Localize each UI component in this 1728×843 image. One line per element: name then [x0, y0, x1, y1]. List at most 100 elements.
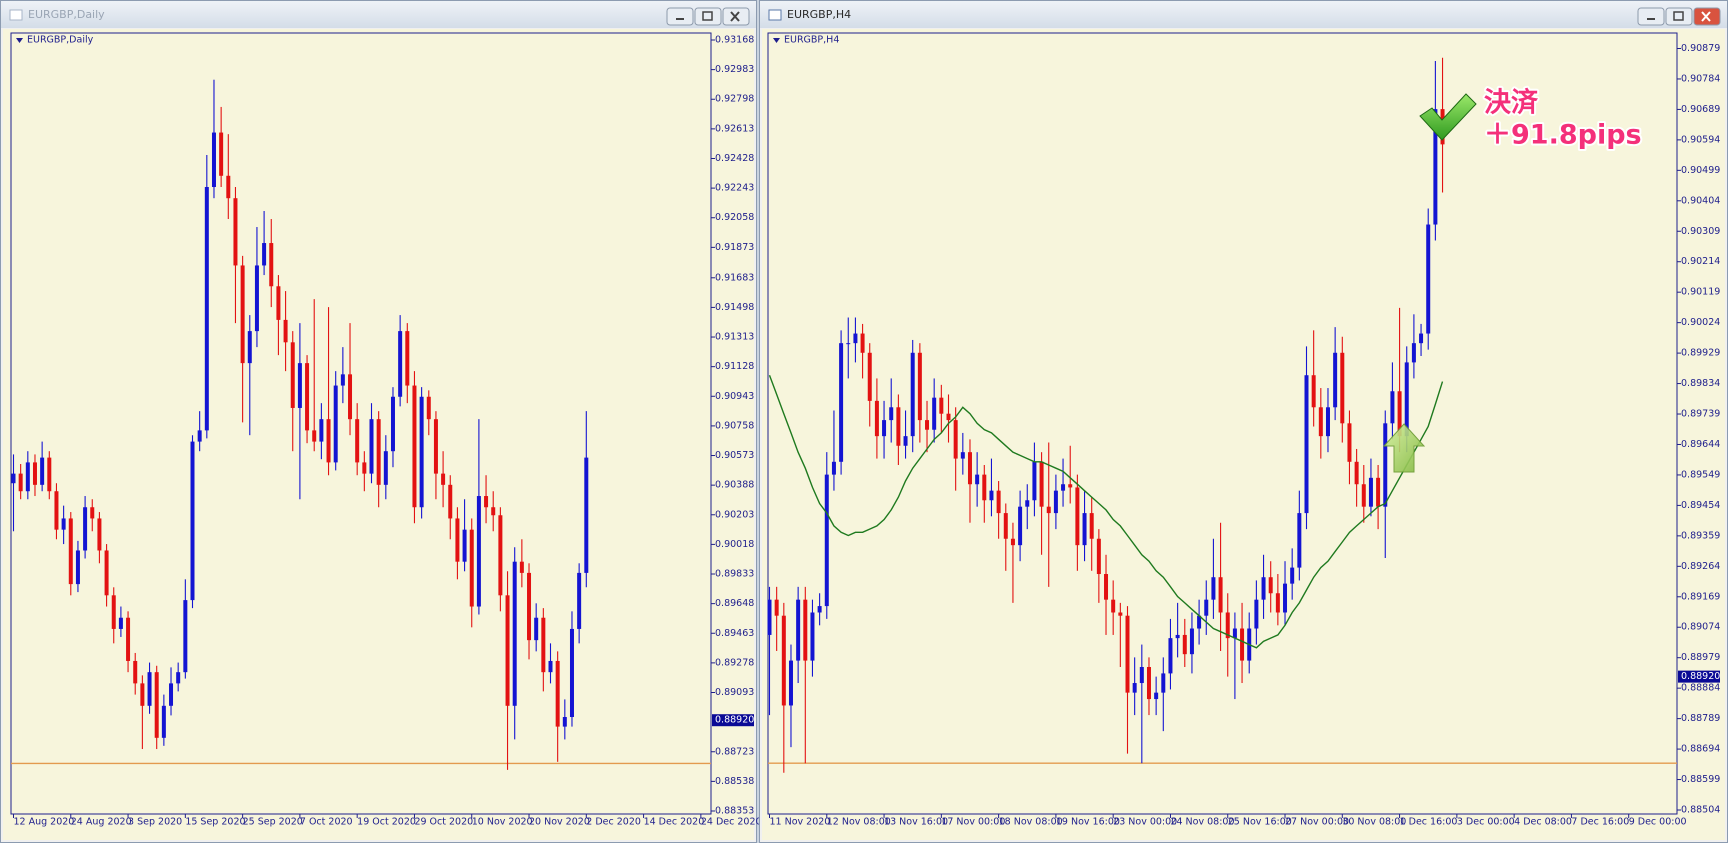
candle-body: [476, 496, 481, 607]
candle-body: [860, 333, 865, 353]
candle-body: [1318, 407, 1323, 437]
x-tick-label: 9 Dec 00:00: [1629, 817, 1687, 828]
minimize-button[interactable]: [1637, 7, 1665, 26]
y-tick-label: 0.91683: [715, 272, 754, 283]
price-label: 0.88920: [715, 715, 754, 726]
y-tick-label: 0.91128: [715, 361, 754, 372]
window-icon: [9, 9, 23, 21]
candle-body: [319, 419, 324, 442]
candle-body: [1089, 513, 1094, 539]
y-tick-label: 0.90404: [1681, 195, 1720, 206]
y-tick-label: 0.92798: [715, 94, 754, 105]
candle-body: [1010, 538, 1015, 546]
x-tick-label: 12 Nov 08:00: [827, 817, 891, 828]
candle-body: [219, 132, 224, 176]
x-tick-label: 1 Dec 16:00: [1400, 817, 1458, 828]
candle-body: [1182, 634, 1187, 655]
candle-body: [1347, 423, 1352, 462]
y-tick-label: 0.90943: [715, 391, 754, 402]
candle-body: [1304, 375, 1309, 514]
y-tick-label: 0.89074: [1681, 622, 1720, 633]
candle-body: [1082, 513, 1087, 546]
y-tick-label: 0.90784: [1681, 73, 1720, 84]
y-tick-label: 0.91313: [715, 332, 754, 343]
y-tick-label: 0.92058: [715, 212, 754, 223]
candle-body: [781, 615, 786, 706]
candle-body: [455, 518, 460, 562]
moving-average: [768, 374, 1444, 649]
candle-body: [577, 572, 582, 629]
x-tick-label: 20 Nov 2020: [529, 817, 590, 828]
candle-body: [1361, 484, 1366, 507]
candle-body: [204, 186, 209, 431]
candle-body: [441, 473, 446, 485]
candle-body: [140, 683, 145, 706]
y-tick-label: 0.88353: [715, 806, 754, 817]
x-tick-label: 24 Nov 08:00: [1170, 817, 1234, 828]
y-tick-label: 0.88979: [1681, 652, 1720, 663]
y-tick-label: 0.90879: [1681, 43, 1720, 54]
chart-background: [762, 29, 1725, 840]
candle-body: [1376, 477, 1381, 507]
y-tick-label: 0.92983: [715, 64, 754, 75]
check-mark: [1419, 93, 1477, 141]
y-tick-label: 0.90203: [715, 509, 754, 520]
candle-body: [297, 363, 302, 408]
candle-body: [312, 430, 317, 442]
x-tick-label: 15 Sep 2020: [185, 817, 245, 828]
candle-body: [996, 490, 1001, 514]
plot-frame: [767, 32, 1678, 815]
close-glyph: [730, 11, 740, 22]
candle-body: [247, 331, 252, 364]
candle-body: [946, 413, 951, 421]
candle-body: [433, 419, 438, 474]
candle-body: [1168, 638, 1173, 674]
maximize-button[interactable]: [694, 7, 722, 26]
candle-body: [61, 518, 66, 530]
candle-body: [1433, 109, 1438, 225]
candle-body: [831, 461, 836, 475]
candle-body: [376, 419, 381, 485]
y-tick-label: 0.90499: [1681, 165, 1720, 176]
y-tick-label: 0.89834: [1681, 378, 1720, 389]
y-tick-label: 0.88789: [1681, 713, 1720, 724]
maximize-button[interactable]: [1665, 7, 1693, 26]
maximize-glyph: [702, 11, 713, 21]
candle-body: [1333, 352, 1338, 408]
candle-body: [126, 617, 131, 661]
candle-body: [190, 441, 195, 601]
y-tick-label: 0.91873: [715, 242, 754, 253]
candle-body: [11, 473, 16, 484]
candle-body: [910, 352, 915, 437]
candle-body: [534, 617, 539, 641]
candle-body: [1354, 461, 1359, 485]
x-tick-label: 10 Nov 2020: [472, 817, 533, 828]
candle-body: [390, 396, 395, 452]
candle-body: [1161, 673, 1166, 693]
candle-body: [555, 660, 560, 727]
y-tick-label: 0.90024: [1681, 317, 1720, 328]
candle-body: [1132, 683, 1137, 693]
candle-body: [810, 612, 815, 661]
candle-body: [362, 462, 367, 474]
candle-body: [333, 385, 338, 463]
candle-body: [1146, 666, 1151, 700]
candle-body: [967, 452, 972, 485]
close-glyph: [1701, 11, 1711, 22]
x-tick-label: 29 Oct 2020: [414, 817, 473, 828]
price-label: 0.88920: [1681, 671, 1720, 682]
candle-body: [1383, 423, 1388, 507]
candle-body: [569, 628, 574, 718]
y-tick-label: 0.88504: [1681, 805, 1720, 816]
y-tick-label: 0.89833: [715, 569, 754, 580]
candle-body: [176, 672, 181, 684]
minimize-button[interactable]: [666, 7, 694, 26]
candle-body: [541, 617, 546, 673]
candle-body: [40, 457, 45, 485]
y-tick-label: 0.89648: [715, 598, 754, 609]
x-tick-label: 23 Nov 00:00: [1113, 817, 1177, 828]
candle-body: [1297, 513, 1302, 568]
candle-body: [512, 561, 517, 706]
candle-body: [1125, 615, 1130, 693]
